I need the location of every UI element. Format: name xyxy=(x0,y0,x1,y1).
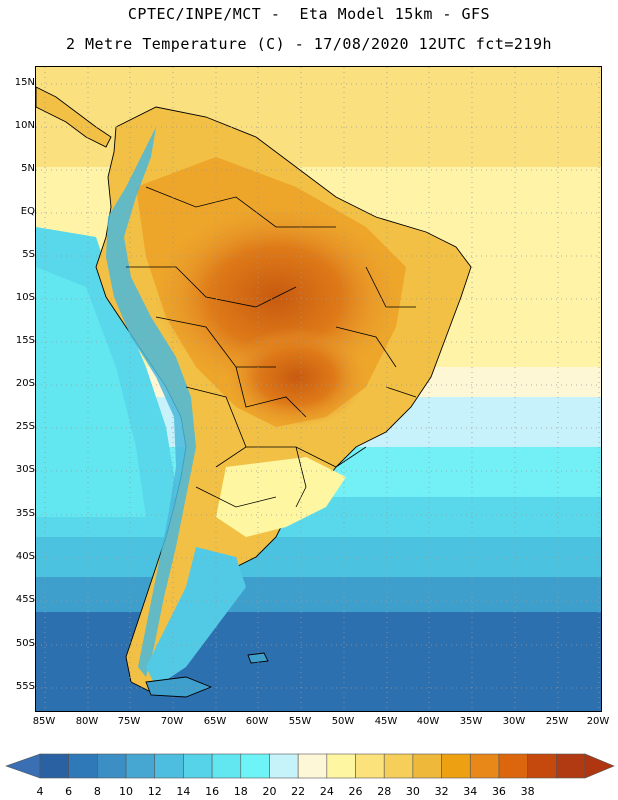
colorbar-swatch xyxy=(183,753,213,779)
colorbar-label: 18 xyxy=(233,785,248,798)
colorbar-swatch xyxy=(556,753,586,779)
longitude-label: 25W xyxy=(545,716,569,727)
latitude-label: 40S xyxy=(15,551,35,562)
colorbar-swatch xyxy=(39,753,69,779)
colorbar-swatch xyxy=(68,753,98,779)
temperature-colorbar xyxy=(5,753,615,779)
colorbar-label: 38 xyxy=(520,785,535,798)
latitude-label: EQ xyxy=(20,206,35,217)
southern-cone-mild-zone xyxy=(216,457,346,537)
colorbar-over-arrow xyxy=(584,753,615,779)
longitude-label: 30W xyxy=(502,716,526,727)
colorbar-swatch xyxy=(97,753,127,779)
colorbar-label: 34 xyxy=(463,785,478,798)
longitude-label: 60W xyxy=(245,716,269,727)
pantanal-hot-core xyxy=(226,327,366,427)
latitude-label: 15S xyxy=(15,335,35,346)
longitude-label: 35W xyxy=(459,716,483,727)
longitude-label: 65W xyxy=(203,716,227,727)
central-america xyxy=(36,86,112,148)
latitude-label: 20S xyxy=(15,378,35,389)
colorbar-label: 32 xyxy=(434,785,449,798)
longitude-label: 20W xyxy=(586,716,610,727)
longitude-label: 85W xyxy=(32,716,56,727)
longitude-label: 50W xyxy=(331,716,355,727)
latitude-label: 5S xyxy=(22,249,35,260)
colorbar-label: 26 xyxy=(348,785,363,798)
colorbar-label: 12 xyxy=(147,785,162,798)
colorbar-swatch xyxy=(240,753,270,779)
colorbar-swatch xyxy=(125,753,156,779)
colorbar-swatch xyxy=(355,753,385,779)
colorbar-label: 28 xyxy=(377,785,392,798)
pacific-cool-zone xyxy=(36,267,146,517)
longitude-label: 45W xyxy=(374,716,398,727)
longitude-label: 55W xyxy=(288,716,312,727)
temperature-map xyxy=(35,66,602,712)
colorbar-swatch xyxy=(527,753,557,779)
longitude-label: 40W xyxy=(416,716,440,727)
longitude-label: 75W xyxy=(117,716,141,727)
ocean-band-10c xyxy=(36,577,601,617)
patagonia-cool-zone xyxy=(146,547,246,687)
latitude-label: 25S xyxy=(15,421,35,432)
colorbar-label: 10 xyxy=(119,785,134,798)
colorbar-label: 14 xyxy=(176,785,191,798)
colorbar-label: 20 xyxy=(262,785,277,798)
colorbar-swatch xyxy=(441,753,471,779)
ocean-band-8c xyxy=(36,612,601,711)
latitude-label: 45S xyxy=(15,594,35,605)
map-canvas xyxy=(36,67,601,711)
latitude-label: 50S xyxy=(15,638,35,649)
latitude-label: 55S xyxy=(15,681,35,692)
tierra-del-fuego xyxy=(145,676,213,698)
longitude-label: 80W xyxy=(75,716,99,727)
latitude-label: 10S xyxy=(15,292,35,303)
colorbar-swatch xyxy=(469,753,500,779)
colorbar-swatch xyxy=(412,753,442,779)
map-title: CPTEC/INPE/MCT - Eta Model 15km - GFS xyxy=(127,5,491,23)
colorbar-label: 8 xyxy=(93,785,101,798)
andes-cold-spine xyxy=(106,127,196,677)
latitude-label: 35S xyxy=(15,508,35,519)
colorbar-swatch xyxy=(211,753,242,779)
colorbar-swatch xyxy=(297,753,328,779)
latitude-label: 10N xyxy=(14,120,35,131)
colorbar-swatch xyxy=(498,753,528,779)
country-borders xyxy=(126,186,417,508)
colorbar-under-arrow xyxy=(5,753,41,779)
latitude-label: 15N xyxy=(14,77,35,88)
colorbar-label: 36 xyxy=(491,785,506,798)
longitude-label: 70W xyxy=(160,716,184,727)
colorbar-label: 6 xyxy=(65,785,73,798)
colorbar-label: 16 xyxy=(205,785,220,798)
colorbar-label: 22 xyxy=(291,785,306,798)
colorbar-swatch xyxy=(383,753,414,779)
colorbar-label: 30 xyxy=(405,785,420,798)
latitude-label: 5N xyxy=(21,163,35,174)
latitude-label: 30S xyxy=(15,464,35,475)
colorbar-label: 4 xyxy=(36,785,44,798)
colorbar-swatch xyxy=(326,753,356,779)
map-subtitle: 2 Metre Temperature (C) - 17/08/2020 12U… xyxy=(65,35,553,53)
colorbar-label: 24 xyxy=(319,785,334,798)
colorbar-swatch xyxy=(269,753,299,779)
colorbar-swatch xyxy=(154,753,184,779)
